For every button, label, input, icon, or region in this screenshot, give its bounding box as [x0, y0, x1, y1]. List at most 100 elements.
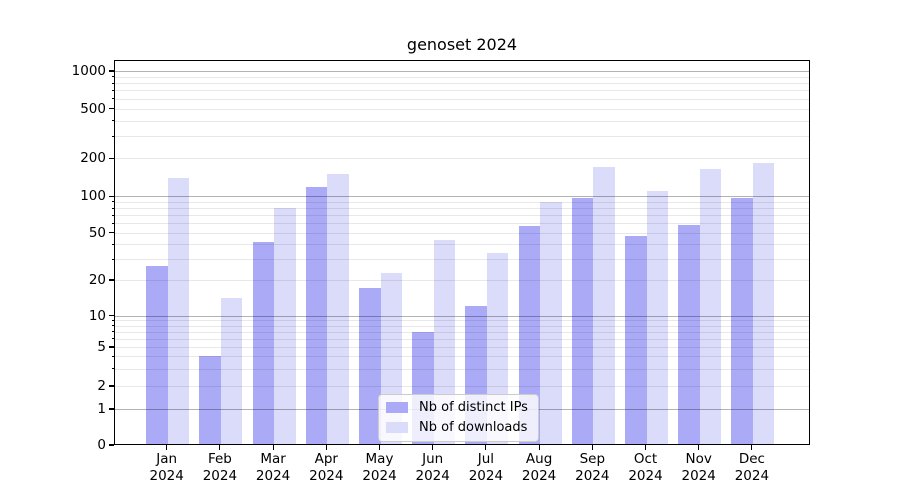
x-tick-label: Feb 2024	[188, 451, 252, 484]
bar-downloads-feb	[220, 298, 243, 444]
bar-distinct-ips-may	[359, 288, 381, 444]
bar-downloads-oct	[646, 191, 668, 444]
y-gridline-minor	[115, 347, 809, 348]
y-gridline-minor	[115, 201, 809, 203]
y-tick-label: 10	[88, 307, 106, 324]
y-minor-tick-mark	[111, 89, 114, 91]
y-gridline-minor	[115, 338, 809, 340]
y-minor-tick-mark	[111, 355, 114, 357]
x-tick-label: Nov 2024	[667, 451, 731, 484]
bar-distinct-ips-dec	[731, 197, 753, 444]
bar-distinct-ips-aug	[518, 225, 541, 444]
x-tick-year: 2024	[149, 467, 184, 484]
y-minor-tick-mark	[111, 243, 114, 245]
x-tick-year: 2024	[575, 467, 610, 484]
x-tick-year: 2024	[309, 467, 344, 484]
x-tick-label: Jan 2024	[135, 451, 199, 484]
x-tick-year: 2024	[415, 467, 450, 484]
bar-distinct-ips-sep	[571, 197, 594, 444]
x-tick-label: Apr 2024	[294, 451, 358, 484]
x-tick-mark	[538, 445, 540, 450]
y-tick-mark	[109, 70, 114, 72]
x-tick-mark	[272, 445, 274, 450]
bar-downloads-nov	[699, 168, 722, 444]
x-tick-label: Dec 2024	[720, 451, 784, 484]
plot-area: Nb of distinct IPs Nb of downloads	[114, 60, 810, 445]
chart-title: genoset 2024	[406, 35, 518, 54]
legend-label: Nb of distinct IPs	[419, 400, 528, 415]
y-tick-mark	[109, 408, 114, 410]
y-tick-mark	[109, 108, 114, 110]
y-minor-tick-mark	[111, 331, 114, 333]
bar-downloads-jun	[433, 240, 456, 444]
x-tick-year: 2024	[255, 467, 291, 484]
x-tick-year: 2024	[521, 467, 557, 484]
x-tick-month: May	[365, 451, 394, 467]
x-tick-month: Oct	[633, 451, 658, 467]
y-tick-label: 0	[97, 437, 106, 453]
x-tick-mark	[432, 445, 434, 450]
legend-color-swatch-distinct-ips	[386, 402, 408, 413]
y-gridline-minor	[115, 90, 809, 92]
y-gridline-minor	[115, 331, 809, 333]
y-minor-tick-mark	[111, 214, 114, 216]
y-gridline-minor	[115, 136, 809, 138]
x-tick-month: Dec	[738, 451, 765, 467]
x-tick-month: Mar	[260, 451, 286, 467]
y-minor-tick-mark	[111, 319, 114, 321]
y-minor-tick-mark	[111, 222, 114, 224]
y-gridline-minor	[115, 158, 809, 160]
x-tick-label: Jun 2024	[401, 451, 465, 484]
y-gridline-minor	[115, 76, 809, 78]
x-tick-month: Aug	[525, 451, 553, 467]
y-minor-tick-mark	[111, 98, 114, 100]
y-gridline-major	[115, 196, 809, 198]
x-tick-label: Jul 2024	[454, 451, 518, 484]
x-tick-mark	[591, 445, 593, 450]
bar-downloads-sep	[593, 167, 615, 444]
x-tick-month: Nov	[685, 451, 712, 467]
bar-downloads-dec	[752, 162, 775, 444]
y-gridline-minor	[115, 244, 809, 246]
x-tick-label: May 2024	[348, 451, 412, 484]
y-minor-tick-mark	[111, 368, 114, 370]
legend-item: Nb of distinct IPs	[386, 400, 528, 415]
y-gridline-major	[115, 315, 809, 317]
y-gridline-minor	[115, 223, 809, 225]
y-minor-tick-mark	[111, 325, 114, 327]
y-gridline-minor	[115, 280, 809, 281]
y-minor-tick-mark	[111, 120, 114, 122]
y-tick-mark	[109, 315, 114, 317]
y-tick-label: 1000	[71, 63, 106, 79]
y-gridline-minor	[115, 320, 809, 322]
x-tick-year: 2024	[202, 467, 238, 484]
bar-distinct-ips-jan	[146, 266, 168, 444]
y-tick-label: 200	[80, 150, 106, 167]
bar-downloads-jan	[167, 177, 190, 444]
x-tick-label: Aug 2024	[507, 451, 571, 484]
x-tick-mark	[751, 445, 753, 450]
y-tick-mark	[109, 157, 114, 159]
y-gridline-major	[115, 71, 809, 72]
y-minor-tick-mark	[111, 201, 114, 203]
y-tick-mark	[109, 444, 114, 446]
y-gridline-minor	[115, 325, 809, 327]
x-tick-month: Jul	[477, 451, 495, 467]
x-tick-mark	[325, 445, 327, 450]
y-tick-mark	[109, 232, 114, 234]
x-tick-month: Jun	[422, 451, 444, 467]
x-tick-month: Sep	[579, 451, 606, 467]
y-tick-label: 100	[80, 188, 106, 205]
y-minor-tick-mark	[111, 207, 114, 209]
x-tick-month: Feb	[207, 451, 232, 467]
y-tick-label: 2	[97, 378, 106, 394]
y-gridline-minor	[115, 259, 809, 261]
y-tick-mark	[109, 385, 114, 387]
y-gridline-minor	[115, 386, 809, 387]
x-tick-mark	[485, 445, 487, 450]
bar-distinct-ips-apr	[305, 187, 328, 444]
x-tick-label: Oct 2024	[614, 451, 678, 484]
y-tick-label: 1	[97, 401, 106, 417]
x-tick-year: 2024	[628, 467, 663, 484]
